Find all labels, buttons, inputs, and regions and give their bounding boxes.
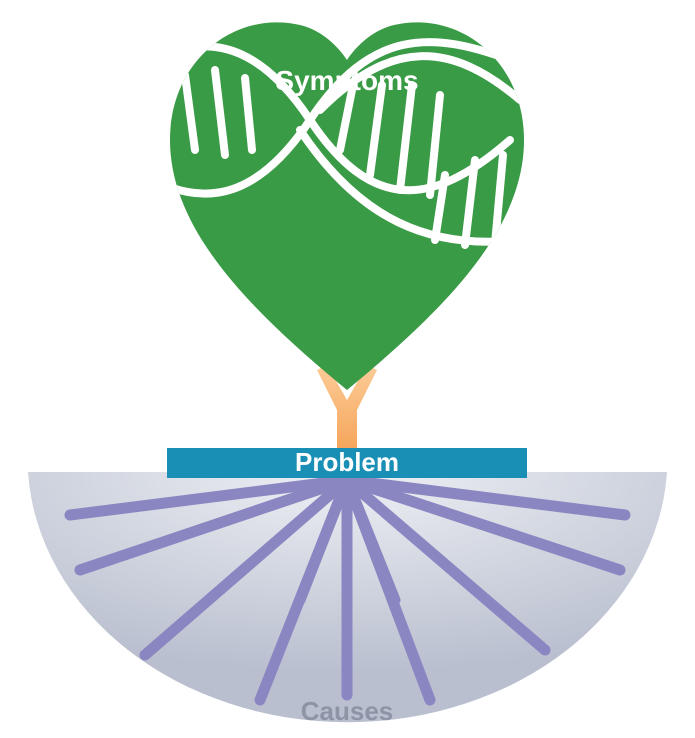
- root-cause-diagram: Problem Symptoms Causes: [0, 0, 695, 738]
- causes-label: Causes: [301, 696, 394, 726]
- symptoms-label: Symptoms: [275, 65, 418, 96]
- problem-label: Problem: [295, 447, 399, 477]
